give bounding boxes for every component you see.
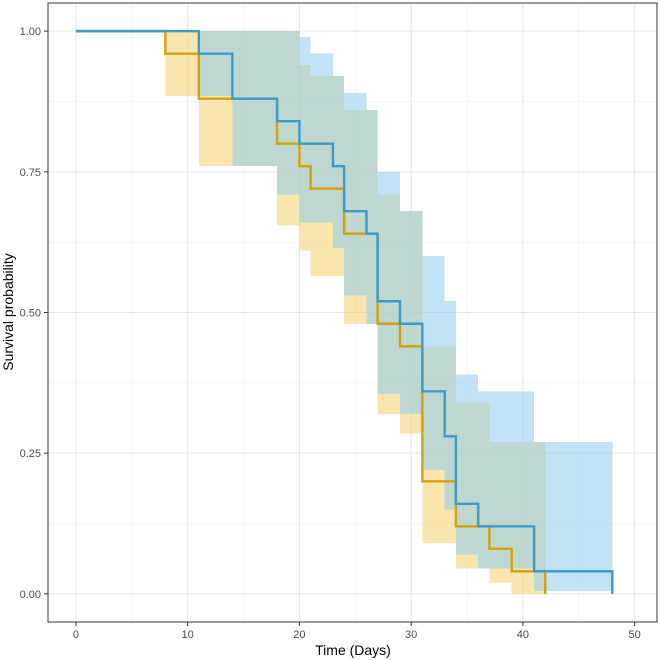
confidence-band-segment-2	[377, 171, 400, 395]
confidence-band-segment-2	[534, 441, 613, 592]
confidence-band-segment-1	[165, 31, 199, 96]
confidence-band-segment-2	[366, 109, 378, 324]
axis-ticks: 0 10 20 30 40 50 0.00 0.25 0.50 0.75 1.00	[20, 26, 641, 641]
y-tick-label: 1.00	[20, 26, 41, 38]
y-tick-label: 0.25	[20, 448, 41, 460]
x-tick-label: 50	[629, 629, 641, 641]
survival-curves	[75, 29, 614, 594]
x-tick-label: 40	[517, 629, 529, 641]
confidence-band-segment-2	[299, 36, 311, 223]
confidence-band-segment-2	[399, 211, 423, 414]
y-tick-label: 0.50	[20, 308, 41, 320]
x-tick-label: 10	[182, 629, 194, 641]
confidence-band-segment-2	[198, 31, 233, 96]
x-tick-label: 0	[73, 629, 79, 641]
confidence-band-segment-2	[332, 76, 345, 248]
y-tick-label: 0.00	[20, 589, 41, 601]
confidence-band-segment-2	[422, 256, 445, 471]
survival-curve-2	[75, 29, 614, 594]
y-tick-label: 0.75	[20, 167, 41, 179]
confidence-band-segment-2	[344, 93, 367, 296]
confidence-band-segment-2	[455, 374, 479, 555]
confidence-band-segment-2	[478, 391, 535, 569]
x-tick-label: 20	[293, 629, 305, 641]
confidence-band-segment-2	[277, 31, 300, 195]
confidence-band-segment-2	[310, 53, 333, 223]
x-axis-title: Time (Days)	[315, 642, 391, 658]
confidence-bands	[165, 31, 613, 594]
y-axis-title: Survival probability	[0, 253, 16, 371]
x-tick-label: 30	[405, 629, 417, 641]
confidence-band-segment-2	[444, 301, 456, 510]
